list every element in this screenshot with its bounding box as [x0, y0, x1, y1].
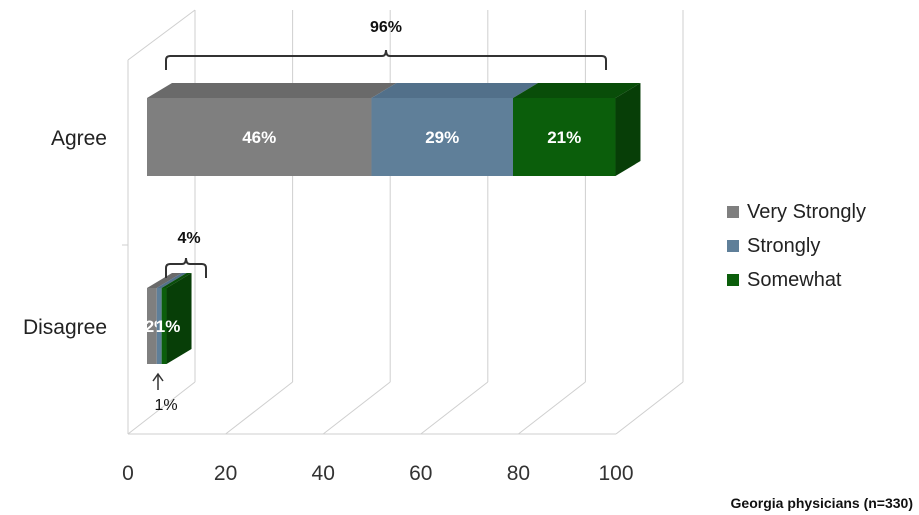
x-tick-label-20: 20: [214, 462, 237, 485]
legend-label-very-strongly: Very Strongly: [747, 201, 866, 223]
bar-disagree-very-strongly: [147, 288, 157, 364]
annotation-label-disagree-strongly: 1%: [154, 397, 177, 414]
bar-side-agree: [615, 83, 641, 176]
floor-gridline-20: [225, 381, 293, 435]
legend-label-somewhat: Somewhat: [747, 269, 842, 291]
floor-gridline-80: [518, 381, 586, 435]
bar-agree-somewhat: [513, 98, 616, 176]
x-tick-label-0: 0: [122, 462, 134, 485]
x-tick-label-60: 60: [409, 462, 432, 485]
x-tick-label-80: 80: [507, 462, 530, 485]
bar-top-agree-1: [371, 83, 538, 98]
footnote: Georgia physicians (n=330): [730, 495, 913, 511]
legend-swatch-somewhat: [727, 274, 739, 286]
x-tick-label-40: 40: [312, 462, 335, 485]
bar-top-agree-0: [147, 83, 397, 98]
bar-top-disagree-2: [161, 273, 192, 288]
segment-label-agree-1: 29%: [425, 128, 459, 147]
segment-label-agree-0: 46%: [242, 128, 276, 147]
total-label-disagree: 4%: [177, 230, 200, 247]
legend-swatch-very-strongly: [727, 206, 739, 218]
bar-agree-very-strongly: [147, 98, 372, 176]
total-label-agree: 96%: [370, 19, 402, 36]
floor-gridline-40: [322, 381, 391, 435]
legend-label-strongly: Strongly: [747, 235, 820, 257]
segment-label-agree-2: 21%: [547, 128, 581, 147]
floor-gridline-0: [127, 381, 196, 435]
segment-label-disagree-2: 1%: [156, 317, 181, 336]
floor-gridline-60: [420, 381, 489, 435]
category-label-agree: Agree: [51, 127, 107, 150]
bar-disagree-strongly: [156, 288, 162, 364]
floor-gridline-100: [615, 381, 684, 435]
brace-disagree: [165, 257, 207, 278]
bar-disagree-somewhat: [161, 288, 167, 364]
bar-top-disagree-1: [156, 273, 187, 288]
bar-agree-strongly: [371, 98, 513, 176]
bar-top-disagree-0: [147, 273, 182, 288]
bar-top-agree-2: [513, 83, 641, 98]
x-tick-label-100: 100: [598, 462, 633, 485]
legend-swatch-strongly: [727, 240, 739, 252]
category-label-disagree: Disagree: [23, 316, 107, 339]
annotation-arrow-head: [152, 372, 164, 382]
brace-agree: [165, 49, 607, 70]
left-wall-top: [127, 9, 196, 61]
bar-side-disagree: [166, 273, 192, 364]
